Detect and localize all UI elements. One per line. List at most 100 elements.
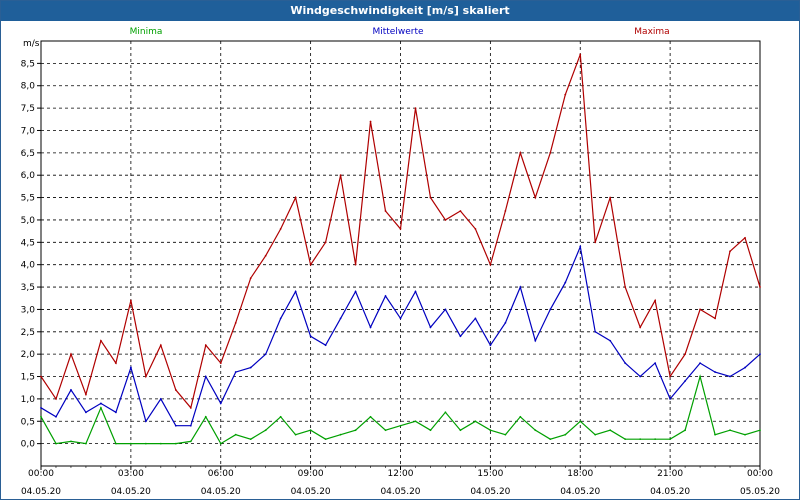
data-point-maxima xyxy=(249,277,252,280)
data-point-mittelwerte xyxy=(759,353,761,356)
plot-frame xyxy=(40,40,761,467)
data-point-minima xyxy=(549,438,552,441)
data-point-mittelwerte xyxy=(129,366,132,369)
data-point-maxima xyxy=(204,344,207,347)
data-point-minima xyxy=(369,415,372,418)
data-point-maxima xyxy=(729,250,731,253)
data-point-mittelwerte xyxy=(459,335,462,338)
data-point-minima xyxy=(579,420,582,423)
y-tick-label: 2,0 xyxy=(21,350,36,360)
x-tick-date-label: 04.05.20 xyxy=(650,487,690,497)
series-lines xyxy=(40,53,761,445)
data-point-mittelwerte xyxy=(489,344,492,347)
data-point-maxima xyxy=(85,393,87,396)
y-tick-label: 4,0 xyxy=(21,261,36,271)
y-tick-label: 7,5 xyxy=(21,104,35,114)
data-point-mittelwerte xyxy=(564,281,567,284)
data-point-maxima xyxy=(624,286,627,288)
x-tick-date-label: 04.05.20 xyxy=(560,487,600,497)
y-tick-label: 5,5 xyxy=(21,194,35,204)
data-point-minima xyxy=(414,420,417,423)
data-point-minima xyxy=(70,440,72,443)
data-point-maxima xyxy=(414,107,417,110)
data-point-minima xyxy=(354,429,357,432)
data-point-mittelwerte xyxy=(414,290,417,293)
x-tick-time-label: 06:00 xyxy=(208,469,234,479)
data-point-mittelwerte xyxy=(204,375,207,378)
data-point-minima xyxy=(100,406,102,409)
chart-canvas: 0,0 0,5 1,0 1,5 2,0 2,5 3,0 3,5 4,0 4,5 5,0 5,5 6,0 6… xyxy=(21,27,781,497)
data-point-mittelwerte xyxy=(744,366,746,369)
data-point-minima xyxy=(459,429,462,432)
data-point-mittelwerte xyxy=(159,397,162,400)
data-point-minima xyxy=(144,442,147,445)
data-point-mittelwerte xyxy=(249,366,252,369)
data-point-maxima xyxy=(294,196,297,199)
data-point-mittelwerte xyxy=(579,245,582,248)
data-point-minima xyxy=(699,375,701,378)
data-point-maxima xyxy=(279,227,282,230)
x-tick-date-label: 04.05.20 xyxy=(201,487,241,497)
data-point-mittelwerte xyxy=(70,389,72,391)
data-point-maxima xyxy=(504,210,507,212)
data-point-mittelwerte xyxy=(714,371,716,373)
data-point-mittelwerte xyxy=(654,362,657,365)
window-title: Windgeschwindigkeit [m/s] skaliert xyxy=(1,1,799,21)
data-point-minima xyxy=(624,438,627,441)
data-point-mittelwerte xyxy=(474,317,477,320)
x-tick-date-label: 04.05.20 xyxy=(380,487,420,497)
data-point-mittelwerte xyxy=(534,339,537,342)
data-point-maxima xyxy=(744,236,746,239)
y-tick-label: 8,0 xyxy=(21,82,36,92)
x-tick-time-label: 03:00 xyxy=(118,469,144,479)
data-point-mittelwerte xyxy=(549,308,552,311)
legend-label-maxima: Maxima xyxy=(634,27,669,37)
data-point-mittelwerte xyxy=(114,411,117,414)
data-point-minima xyxy=(234,433,237,436)
data-point-minima xyxy=(444,411,447,414)
data-point-maxima xyxy=(234,321,237,324)
legend: Minima Mittelwerte Maxima xyxy=(130,27,670,37)
data-point-mittelwerte xyxy=(444,308,447,311)
data-point-maxima xyxy=(70,353,72,356)
data-point-minima xyxy=(159,442,162,445)
data-point-mittelwerte xyxy=(40,406,42,409)
data-point-maxima xyxy=(354,263,357,266)
data-point-maxima xyxy=(339,174,342,177)
data-point-minima xyxy=(399,424,402,427)
data-point-maxima xyxy=(459,210,462,212)
data-point-maxima xyxy=(549,151,552,154)
data-point-maxima xyxy=(489,263,492,266)
grid-lines xyxy=(40,41,761,466)
data-point-minima xyxy=(174,442,177,445)
y-tick-label: 1,0 xyxy=(21,395,36,405)
data-point-maxima xyxy=(399,227,402,230)
data-point-mittelwerte xyxy=(384,295,387,297)
data-point-minima xyxy=(639,438,642,441)
data-point-minima xyxy=(759,429,761,432)
data-point-minima xyxy=(429,429,432,432)
data-point-minima xyxy=(564,433,567,436)
x-tick-date-label: 04.05.20 xyxy=(470,487,510,497)
data-point-mittelwerte xyxy=(189,424,192,427)
legend-label-mittelwerte: Mittelwerte xyxy=(372,27,423,37)
x-tick-time-label: 09:00 xyxy=(298,469,324,479)
data-point-maxima xyxy=(474,227,477,230)
y-tick-label: 8,5 xyxy=(21,59,35,69)
data-point-mittelwerte xyxy=(55,415,57,418)
data-point-mittelwerte xyxy=(174,424,177,427)
data-point-mittelwerte xyxy=(639,375,642,378)
y-tick-label: 6,5 xyxy=(21,149,35,159)
data-point-maxima xyxy=(714,317,716,320)
data-point-minima xyxy=(279,415,282,418)
data-point-minima xyxy=(309,429,312,432)
data-point-mittelwerte xyxy=(144,420,147,423)
data-point-maxima xyxy=(519,151,522,154)
data-point-maxima xyxy=(429,196,432,199)
data-point-mittelwerte xyxy=(219,402,222,405)
x-tick-time-label: 15:00 xyxy=(477,469,503,479)
data-point-mittelwerte xyxy=(519,286,522,288)
data-point-mittelwerte xyxy=(234,371,237,373)
data-point-maxima xyxy=(174,389,177,391)
x-tick-time-label: 21:00 xyxy=(657,469,683,479)
